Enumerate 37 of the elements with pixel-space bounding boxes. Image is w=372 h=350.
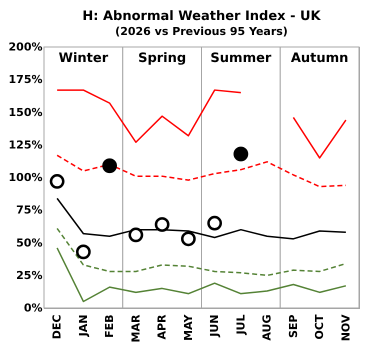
point — [128, 228, 144, 242]
band-label: Spring — [138, 51, 186, 66]
y-tick-label: 50% — [16, 236, 42, 250]
x-tick-label: AUG — [260, 314, 274, 341]
chart-subtitle: (2026 vs Previous 95 Years) — [115, 25, 288, 38]
x-tick-label: NOV — [339, 314, 352, 342]
x-tick-label: FEB — [103, 314, 116, 338]
y-tick-label: 0% — [24, 302, 42, 314]
x-tick-label: MAR — [129, 314, 142, 342]
point — [181, 231, 196, 246]
y-tick-label: 150% — [8, 106, 42, 119]
point — [76, 244, 91, 260]
band-label: Winter — [58, 51, 109, 66]
point — [50, 174, 64, 189]
y-tick-label: 125% — [8, 138, 42, 152]
x-tick-label: JAN — [76, 314, 90, 338]
y-tick-label: 100% — [8, 171, 42, 184]
x-tick-label: JUL — [234, 314, 248, 336]
x-tick-label: OCT — [313, 314, 326, 340]
y-tick-label: 200% — [8, 40, 42, 54]
y-tick-label: 25% — [16, 268, 42, 282]
point — [154, 217, 170, 232]
x-tick-label: APR — [156, 314, 169, 340]
point — [207, 216, 222, 231]
x-tick-label: SEP — [286, 314, 300, 338]
y-tick-label: 175% — [8, 73, 42, 86]
chart-title: H: Abnormal Weather Index - UK — [82, 9, 322, 24]
x-tick-label: JUN — [208, 314, 222, 338]
x-tick-label: DEC — [50, 314, 64, 340]
point — [102, 158, 117, 174]
line-series — [56, 154, 347, 188]
band-label: Autumn — [290, 51, 348, 66]
x-tick-label: MAY — [182, 313, 195, 341]
y-tick-label: 75% — [16, 204, 42, 217]
line-series — [56, 247, 347, 302]
band-label: Summer — [210, 51, 272, 66]
point — [234, 146, 248, 162]
